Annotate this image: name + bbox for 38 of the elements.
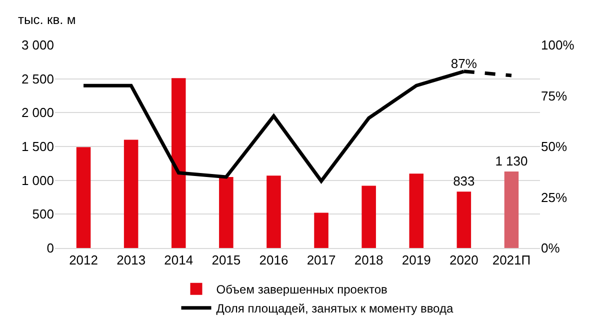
- bar: [504, 172, 519, 248]
- y-tick-label: 2 500: [21, 71, 54, 86]
- x-tick-label: 2016: [259, 252, 288, 268]
- data-label: 87%: [450, 56, 478, 72]
- legend-label: Объем завершенных проектов: [216, 282, 388, 297]
- x-tick-label: 2019: [402, 252, 431, 268]
- bar: [219, 176, 234, 248]
- y-axis-title: тыс. кв. м: [18, 12, 76, 27]
- x-tick-label: 2013: [116, 252, 146, 268]
- legend-label: Доля площадей, занятых к моменту ввода: [216, 302, 454, 316]
- y2-tick-label: 0%: [541, 240, 560, 256]
- y2-tick-label: 50%: [541, 139, 568, 154]
- bar: [362, 186, 376, 248]
- y-tick-label: 2 000: [21, 105, 54, 120]
- data-label: 1 130: [495, 154, 528, 169]
- y-tick-label: 1 000: [21, 172, 54, 188]
- y-tick-label: 3 000: [21, 38, 54, 53]
- bar: [172, 78, 186, 248]
- x-tick-label: 2014: [164, 252, 194, 268]
- bar: [456, 192, 472, 248]
- bar: [124, 140, 138, 248]
- x-tick-label: 2018: [354, 252, 384, 268]
- bar: [409, 174, 424, 248]
- bar: [76, 147, 91, 248]
- y-tick-label: 0: [46, 240, 54, 256]
- x-tick-label: 2021П: [492, 252, 531, 268]
- y-tick-label: 1 500: [21, 139, 54, 154]
- bar: [314, 212, 328, 248]
- y2-tick-label: 100%: [541, 38, 575, 53]
- x-tick-label: 2017: [306, 252, 336, 268]
- bar: [266, 176, 281, 248]
- x-tick-label: 2015: [212, 252, 241, 268]
- y-tick-label: 500: [32, 206, 54, 222]
- y2-tick-label: 75%: [541, 88, 568, 104]
- y2-tick-label: 25%: [541, 190, 568, 205]
- x-tick-label: 2012: [69, 252, 98, 268]
- x-tick-label: 2020: [449, 252, 478, 268]
- data-label: 833: [453, 174, 475, 189]
